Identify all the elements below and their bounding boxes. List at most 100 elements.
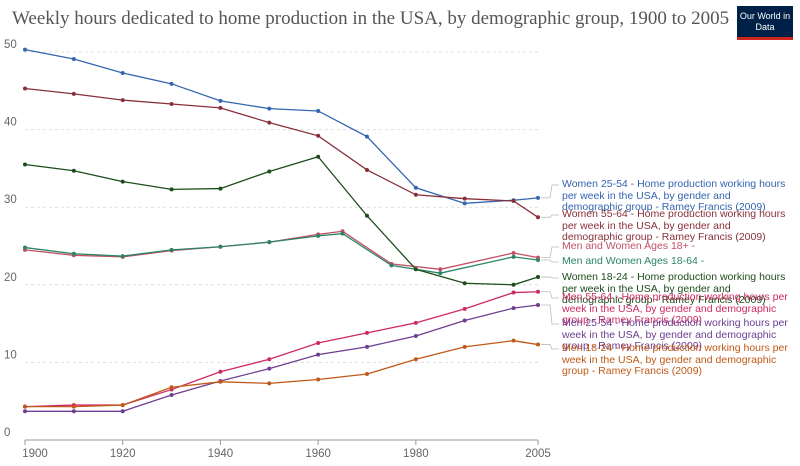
- data-point: [169, 385, 174, 390]
- data-point: [365, 213, 369, 218]
- data-point: [71, 56, 76, 61]
- data-point: [71, 91, 76, 96]
- data-point: [536, 195, 540, 200]
- data-point: [316, 352, 321, 357]
- data-point: [120, 98, 125, 103]
- data-point: [120, 70, 125, 75]
- series-line: [24, 156, 539, 286]
- data-point: [218, 379, 223, 384]
- data-point: [365, 344, 369, 349]
- data-point: [462, 196, 467, 201]
- legend-connector: [541, 304, 559, 325]
- data-point: [413, 334, 418, 339]
- data-point: [23, 245, 27, 250]
- data-point: [169, 187, 174, 192]
- data-point: [169, 392, 174, 397]
- x-tick-label: 1980: [403, 448, 429, 460]
- data-point: [413, 267, 418, 272]
- data-point: [316, 341, 321, 345]
- data-point: [169, 101, 174, 106]
- x-tick-label: 1920: [110, 448, 136, 460]
- data-point: [438, 271, 443, 276]
- legend-connector: [541, 344, 559, 350]
- series-line: [24, 87, 539, 218]
- x-tick-label: 2005: [525, 448, 551, 460]
- data-point: [71, 168, 76, 173]
- data-point: [536, 342, 540, 347]
- data-point: [462, 201, 467, 206]
- data-point: [340, 231, 345, 236]
- data-point: [71, 404, 76, 409]
- data-point: [267, 169, 272, 174]
- data-point: [169, 81, 174, 86]
- data-point: [511, 306, 516, 311]
- data-point: [267, 240, 272, 245]
- series-line: [24, 291, 539, 408]
- data-point: [438, 267, 443, 272]
- data-point: [413, 320, 418, 325]
- data-point: [23, 409, 27, 414]
- data-point: [389, 263, 394, 268]
- data-point: [536, 302, 540, 307]
- data-point: [511, 338, 516, 343]
- data-point: [316, 154, 321, 159]
- legend-entry[interactable]: Men 18-24 - Home production working hour…: [562, 342, 788, 377]
- data-point: [218, 105, 223, 110]
- data-point: [365, 167, 369, 172]
- data-point: [218, 244, 223, 249]
- legend-entry[interactable]: Women 18-24 - Home production working ho…: [562, 271, 786, 306]
- legend-entry[interactable]: Men 25-54 - Home production working hour…: [562, 317, 788, 352]
- data-point: [267, 357, 272, 362]
- data-point: [511, 198, 516, 203]
- data-point: [71, 251, 76, 256]
- data-point: [267, 366, 272, 371]
- data-point: [536, 289, 540, 294]
- data-point: [23, 47, 27, 52]
- data-point: [413, 357, 418, 362]
- y-tick-label: 50: [4, 39, 17, 51]
- series-line: [24, 232, 539, 274]
- data-point: [365, 134, 369, 139]
- data-point: [23, 162, 27, 167]
- y-tick-label: 10: [4, 349, 17, 361]
- x-tick-label: 1940: [208, 448, 234, 460]
- data-point: [267, 381, 272, 386]
- data-point: [365, 372, 369, 377]
- legend-connector: [541, 259, 559, 263]
- data-point: [120, 254, 125, 259]
- data-point: [316, 377, 321, 382]
- data-point: [218, 98, 223, 103]
- legend-entry[interactable]: Men and Women Ages 18+ -: [562, 240, 696, 252]
- x-tick-label: 1960: [305, 448, 331, 460]
- data-point: [462, 344, 467, 349]
- legend-connector: [541, 184, 559, 199]
- data-point: [536, 257, 540, 262]
- legend-connector: [541, 214, 559, 218]
- data-point: [365, 330, 369, 335]
- logo[interactable]: Our World in Data: [737, 6, 793, 40]
- legend-entry[interactable]: Women 55-64 - Home production working ho…: [562, 208, 786, 243]
- data-point: [511, 250, 516, 255]
- y-tick-label: 40: [4, 117, 17, 129]
- series-line: [25, 304, 539, 412]
- data-point: [536, 215, 540, 220]
- y-tick-label: 0: [4, 427, 10, 439]
- data-point: [462, 281, 467, 286]
- legend-entry[interactable]: Women 25-54 - Home production working ho…: [562, 178, 786, 213]
- data-point: [316, 133, 321, 138]
- data-point: [120, 179, 125, 184]
- legend-entry[interactable]: Men and Women Ages 18-64 -: [562, 255, 705, 267]
- data-point: [511, 282, 516, 287]
- series-line: [24, 230, 539, 270]
- data-point: [71, 409, 76, 414]
- chart-title: Weekly hours dedicated to home productio…: [12, 8, 730, 29]
- data-point: [413, 185, 418, 190]
- data-point: [511, 290, 516, 295]
- data-point: [462, 318, 467, 323]
- data-point: [218, 369, 223, 374]
- legend-entry[interactable]: Men 55-64 - Home production working hour…: [562, 291, 788, 326]
- y-tick-label: 20: [4, 272, 17, 284]
- legend-connector: [541, 276, 559, 279]
